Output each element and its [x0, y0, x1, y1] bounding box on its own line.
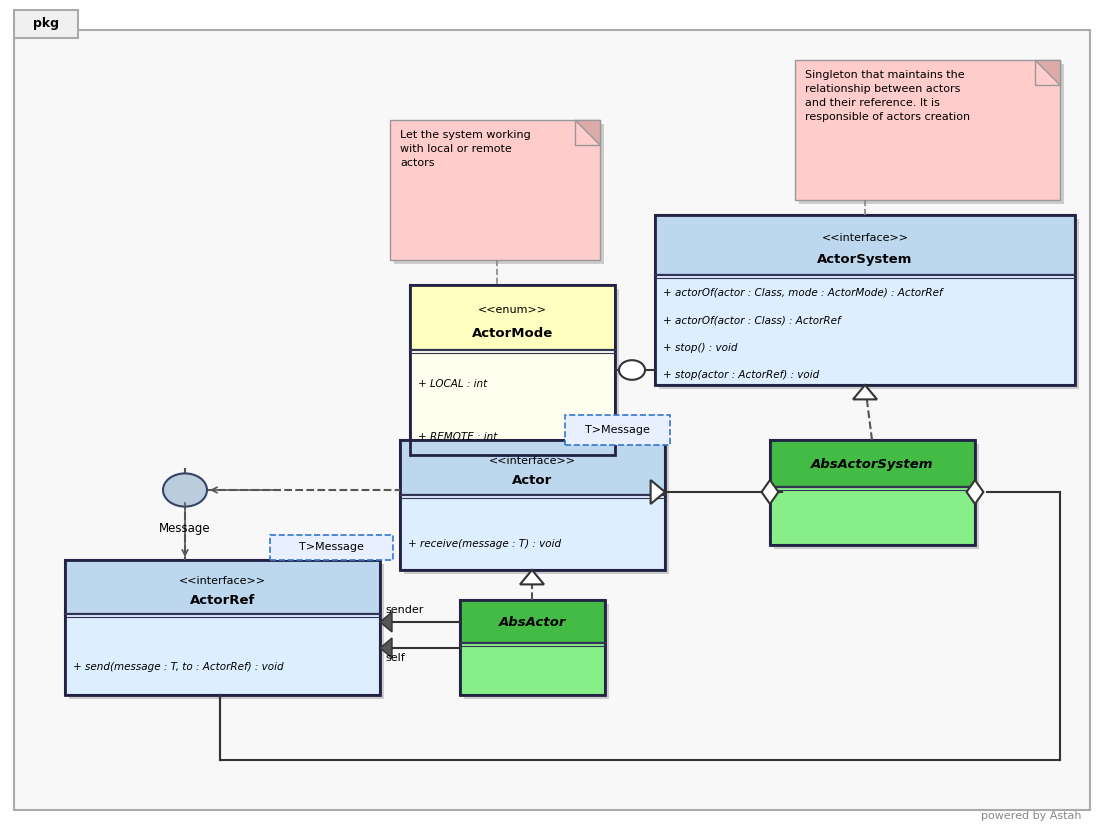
Text: Message: Message — [160, 522, 211, 535]
FancyBboxPatch shape — [410, 349, 615, 455]
Text: + actorOf(actor : Class, mode : ActorMode) : ActorRef: + actorOf(actor : Class, mode : ActorMod… — [663, 288, 943, 298]
Text: Actor: Actor — [512, 475, 552, 487]
Text: ActorRef: ActorRef — [190, 594, 255, 607]
Text: + REMOTE : int: + REMOTE : int — [418, 431, 497, 441]
Text: ActorSystem: ActorSystem — [817, 253, 913, 266]
Text: <<interface>>: <<interface>> — [822, 232, 908, 242]
FancyBboxPatch shape — [798, 64, 1064, 204]
Text: <<interface>>: <<interface>> — [179, 575, 266, 585]
Circle shape — [619, 360, 645, 380]
Text: + actorOf(actor : Class) : ActorRef: + actorOf(actor : Class) : ActorRef — [663, 315, 841, 325]
FancyBboxPatch shape — [564, 415, 670, 445]
Text: Let the system working
with local or remote
actors: Let the system working with local or rem… — [400, 130, 531, 168]
FancyBboxPatch shape — [795, 60, 1060, 200]
Text: AbsActor: AbsActor — [499, 616, 567, 629]
FancyBboxPatch shape — [394, 124, 604, 264]
Polygon shape — [762, 480, 779, 504]
FancyBboxPatch shape — [400, 495, 665, 570]
Polygon shape — [380, 612, 391, 632]
Text: + stop() : void: + stop() : void — [663, 343, 737, 353]
Polygon shape — [967, 480, 984, 504]
FancyBboxPatch shape — [460, 600, 606, 643]
Text: + stop(actor : ActorRef) : void: + stop(actor : ActorRef) : void — [663, 370, 820, 380]
Polygon shape — [651, 480, 665, 504]
FancyBboxPatch shape — [14, 10, 78, 38]
FancyBboxPatch shape — [414, 289, 619, 459]
Polygon shape — [380, 638, 391, 658]
Text: + receive(message : T) : void: + receive(message : T) : void — [408, 538, 561, 548]
FancyBboxPatch shape — [400, 440, 665, 495]
Text: ActorMode: ActorMode — [471, 327, 553, 340]
FancyBboxPatch shape — [770, 487, 975, 545]
FancyBboxPatch shape — [460, 643, 606, 695]
FancyBboxPatch shape — [404, 444, 669, 574]
Text: self: self — [385, 653, 405, 663]
Polygon shape — [1035, 60, 1060, 85]
Text: + LOCAL : int: + LOCAL : int — [418, 379, 487, 389]
Text: AbsActorSystem: AbsActorSystem — [812, 458, 934, 471]
FancyBboxPatch shape — [390, 120, 600, 260]
Text: pkg: pkg — [33, 18, 59, 30]
Text: powered by Astah: powered by Astah — [980, 811, 1081, 821]
FancyBboxPatch shape — [655, 215, 1075, 274]
FancyBboxPatch shape — [14, 30, 1090, 810]
FancyBboxPatch shape — [410, 285, 615, 349]
FancyBboxPatch shape — [659, 219, 1079, 389]
Polygon shape — [574, 120, 600, 145]
Circle shape — [163, 473, 207, 507]
FancyBboxPatch shape — [770, 440, 975, 487]
Polygon shape — [853, 385, 877, 400]
FancyBboxPatch shape — [655, 274, 1075, 385]
FancyBboxPatch shape — [65, 614, 380, 695]
Text: + send(message : T, to : ActorRef) : void: + send(message : T, to : ActorRef) : voi… — [73, 661, 284, 671]
Text: <<interface>>: <<interface>> — [489, 456, 576, 466]
Text: T>Message: T>Message — [299, 543, 364, 553]
Text: Singleton that maintains the
relationship between actors
and their reference. It: Singleton that maintains the relationshi… — [805, 70, 970, 122]
Polygon shape — [520, 570, 545, 584]
FancyBboxPatch shape — [464, 604, 609, 699]
FancyBboxPatch shape — [65, 560, 380, 614]
FancyBboxPatch shape — [69, 564, 384, 699]
FancyBboxPatch shape — [269, 535, 393, 560]
Text: sender: sender — [385, 605, 424, 615]
Text: T>Message: T>Message — [586, 425, 650, 435]
Text: <<enum>>: <<enum>> — [478, 304, 547, 314]
FancyBboxPatch shape — [774, 444, 979, 549]
